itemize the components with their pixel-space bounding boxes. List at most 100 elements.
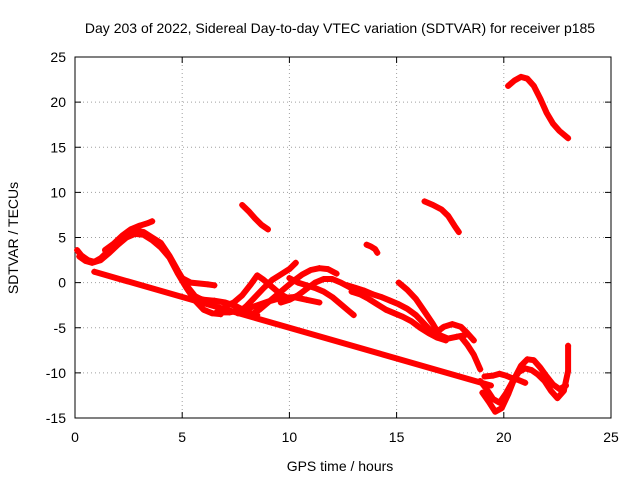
data-point bbox=[370, 291, 377, 298]
chart-title: Day 203 of 2022, Sidereal Day-to-day VTE… bbox=[85, 20, 595, 36]
data-point bbox=[498, 405, 505, 412]
data-point bbox=[211, 297, 218, 304]
data-point bbox=[432, 330, 439, 337]
data-point bbox=[541, 377, 548, 384]
data-point bbox=[363, 241, 370, 248]
data-point bbox=[260, 285, 267, 292]
data-point bbox=[565, 342, 572, 349]
data-point bbox=[149, 237, 156, 244]
data-point bbox=[166, 254, 173, 261]
data-point bbox=[391, 310, 398, 317]
data-point bbox=[470, 351, 477, 358]
data-point bbox=[333, 270, 340, 277]
data-point bbox=[312, 279, 319, 286]
data-point bbox=[496, 370, 503, 377]
data-point bbox=[157, 244, 164, 251]
data-point bbox=[543, 373, 550, 380]
data-point bbox=[239, 202, 246, 209]
data-point bbox=[425, 330, 432, 337]
data-point bbox=[252, 215, 259, 222]
data-point bbox=[522, 379, 529, 386]
data-point bbox=[294, 279, 301, 286]
data-point bbox=[136, 222, 143, 229]
data-point bbox=[254, 272, 261, 279]
y-tick-label: 15 bbox=[50, 139, 66, 155]
data-point bbox=[346, 308, 353, 315]
data-point bbox=[421, 308, 428, 315]
series-trace-arc-18 bbox=[363, 241, 381, 256]
x-tick-label: 5 bbox=[178, 429, 186, 445]
data-point bbox=[524, 356, 531, 363]
data-point bbox=[400, 313, 407, 320]
tick-labels: 0 5 10 15 20 25 -15 -10 -5 0 5 10 15 20 25 bbox=[46, 49, 619, 445]
data-point bbox=[320, 276, 327, 283]
data-point bbox=[213, 309, 220, 316]
data-point bbox=[187, 279, 194, 286]
data-point bbox=[421, 321, 428, 328]
x-tick-label: 20 bbox=[496, 429, 512, 445]
data-point bbox=[329, 276, 336, 283]
data-point bbox=[269, 284, 276, 291]
data-point bbox=[395, 301, 402, 308]
data-point bbox=[337, 301, 344, 308]
data-point bbox=[264, 226, 271, 233]
data-point bbox=[348, 288, 355, 295]
data-point bbox=[286, 275, 293, 282]
data-point bbox=[174, 270, 181, 277]
data-point bbox=[119, 232, 126, 239]
data-point bbox=[445, 212, 452, 219]
data-point bbox=[324, 266, 331, 273]
data-point bbox=[303, 282, 310, 289]
y-axis-label: SDTVAR / TECUs bbox=[5, 182, 21, 294]
data-point bbox=[258, 221, 265, 228]
data-point bbox=[299, 271, 306, 278]
data-point bbox=[361, 287, 368, 294]
data-point bbox=[517, 73, 524, 80]
data-point bbox=[464, 330, 471, 337]
data-point bbox=[286, 296, 293, 303]
data-point bbox=[269, 276, 276, 283]
data-point bbox=[537, 364, 544, 371]
data-point bbox=[252, 294, 259, 301]
data-point bbox=[492, 408, 499, 415]
series-trace-arc-17 bbox=[457, 333, 484, 373]
data-point bbox=[277, 271, 284, 278]
data-point bbox=[395, 279, 402, 286]
data-point bbox=[547, 387, 554, 394]
data-point bbox=[243, 303, 250, 310]
data-point bbox=[505, 82, 512, 89]
data-point bbox=[464, 341, 471, 348]
data-point bbox=[294, 292, 301, 299]
data-point bbox=[204, 281, 211, 288]
data-point bbox=[247, 281, 254, 288]
data-point bbox=[565, 368, 572, 375]
data-point bbox=[554, 395, 561, 402]
data-point bbox=[449, 321, 456, 328]
data-point bbox=[286, 266, 293, 273]
data-point bbox=[417, 324, 424, 331]
data-point bbox=[256, 306, 263, 313]
data-point bbox=[76, 253, 83, 260]
data-point bbox=[543, 109, 550, 116]
data-point bbox=[502, 372, 509, 379]
series-trace-arc-14 bbox=[348, 288, 449, 344]
data-point bbox=[477, 366, 484, 373]
data-point bbox=[511, 77, 518, 84]
data-point bbox=[550, 381, 557, 388]
data-point bbox=[524, 75, 531, 82]
data-point bbox=[528, 367, 535, 374]
data-point bbox=[556, 128, 563, 135]
data-point bbox=[132, 230, 139, 237]
data-point bbox=[260, 276, 267, 283]
data-point bbox=[183, 285, 190, 292]
data-point bbox=[367, 243, 374, 250]
data-point bbox=[412, 312, 419, 319]
y-tick-label: 10 bbox=[50, 184, 66, 200]
data-point bbox=[438, 206, 445, 213]
series-trace-arc-21 bbox=[477, 342, 572, 406]
axes bbox=[74, 56, 612, 419]
x-tick-label: 15 bbox=[389, 429, 405, 445]
data-point bbox=[350, 312, 357, 319]
data-point bbox=[89, 259, 96, 266]
